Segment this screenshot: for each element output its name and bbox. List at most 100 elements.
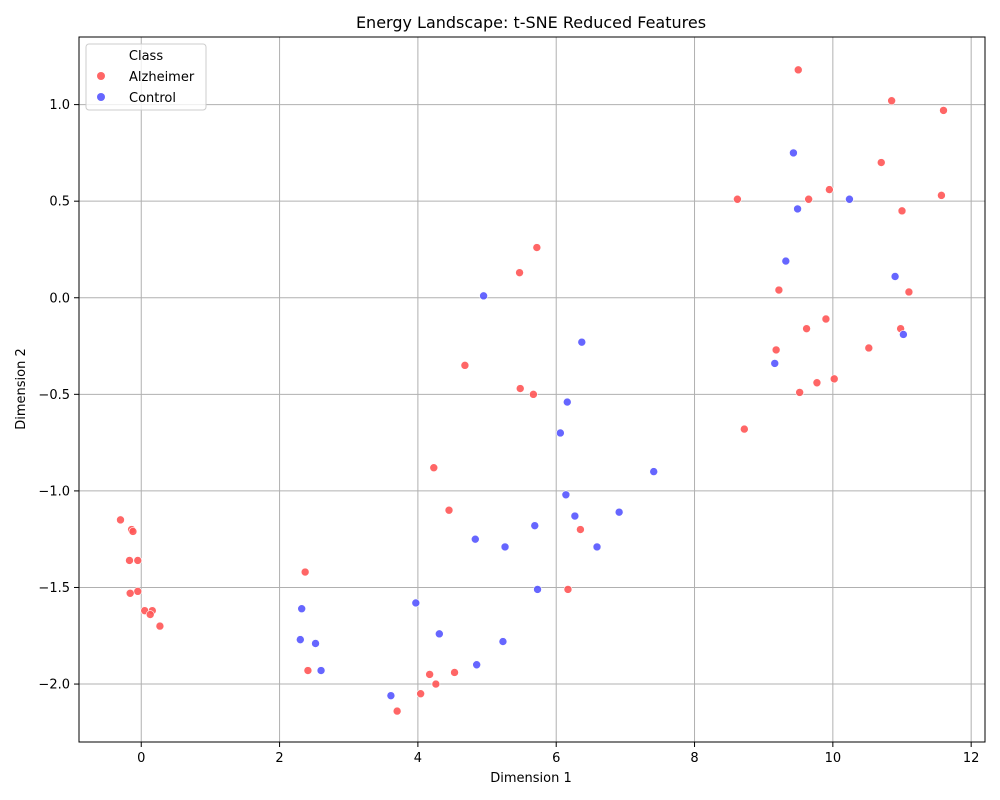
data-point-alzheimer <box>804 194 813 204</box>
data-point-alzheimer <box>563 585 573 594</box>
data-points <box>116 65 948 716</box>
data-point-alzheimer <box>416 689 425 699</box>
data-point-alzheimer <box>529 390 538 399</box>
data-point-control <box>562 397 572 407</box>
data-point-alzheimer <box>128 527 138 536</box>
x-tick-label: 8 <box>690 751 698 766</box>
data-point-control <box>530 521 540 530</box>
data-point-control <box>770 359 780 368</box>
data-point-alzheimer <box>429 463 439 473</box>
legend: Class Alzheimer Control <box>85 43 207 111</box>
data-point-alzheimer <box>300 567 310 577</box>
data-point-control <box>311 639 320 648</box>
data-point-alzheimer <box>450 668 459 677</box>
legend-marker-alzheimer <box>97 72 105 80</box>
data-point-alzheimer <box>133 587 143 596</box>
data-point-alzheimer <box>864 343 874 353</box>
data-point-control <box>649 467 659 476</box>
data-point-control <box>479 291 488 301</box>
x-tick-label: 2 <box>275 751 283 766</box>
x-tick-label: 12 <box>963 751 980 766</box>
x-tick-label: 4 <box>414 751 422 766</box>
data-point-alzheimer <box>133 556 143 565</box>
data-point-alzheimer <box>155 621 165 631</box>
data-point-alzheimer <box>392 706 402 716</box>
plot-frame <box>78 36 986 743</box>
y-axis-label: Dimension 2 <box>14 348 29 430</box>
y-tick-label: 0.5 <box>49 195 70 210</box>
grid <box>79 37 985 742</box>
y-tick-label: −0.5 <box>38 388 70 403</box>
data-point-alzheimer <box>825 185 834 194</box>
y-tick-label: 1.0 <box>49 98 70 113</box>
data-point-alzheimer <box>576 525 585 534</box>
data-point-alzheimer <box>771 345 781 355</box>
data-point-control <box>386 691 396 700</box>
data-point-alzheimer <box>821 314 831 324</box>
data-point-alzheimer <box>740 424 749 434</box>
data-point-alzheimer <box>795 388 804 397</box>
data-point-control <box>890 272 900 281</box>
data-point-control <box>411 598 421 608</box>
data-point-control <box>781 256 791 266</box>
data-point-alzheimer <box>937 191 946 200</box>
data-point-alzheimer <box>793 65 803 75</box>
data-point-control <box>470 534 480 544</box>
data-point-alzheimer <box>425 670 434 679</box>
data-point-alzheimer <box>829 374 839 384</box>
data-point-control <box>297 604 306 614</box>
data-point-alzheimer <box>887 96 896 106</box>
y-tick-label: 0.0 <box>49 291 70 306</box>
axis-ticks: 0 2 4 6 8 10 12 −2.0 −1.5 −1.0 −0.5 0.0 0.5 1.0 <box>38 98 979 766</box>
legend-label-alzheimer: Alzheimer <box>129 70 195 85</box>
data-point-alzheimer <box>515 384 525 393</box>
data-point-control <box>561 490 571 500</box>
y-tick-label: −1.0 <box>38 484 70 499</box>
data-point-control <box>592 542 602 552</box>
data-point-alzheimer <box>904 287 914 297</box>
data-point-alzheimer <box>939 106 948 115</box>
data-point-alzheimer <box>116 515 125 525</box>
data-point-control <box>577 337 587 347</box>
data-point-alzheimer <box>774 285 784 295</box>
data-point-control <box>789 148 798 158</box>
chart-title: Energy Landscape: t-SNE Reduced Features <box>356 13 706 32</box>
data-point-alzheimer <box>532 243 542 252</box>
data-point-alzheimer <box>125 588 135 598</box>
data-point-control <box>316 666 326 675</box>
data-point-alzheimer <box>876 158 886 167</box>
data-point-alzheimer <box>897 206 907 216</box>
data-point-control <box>500 542 510 552</box>
legend-label-control: Control <box>129 91 176 106</box>
legend-title: Class <box>129 49 163 64</box>
data-point-control <box>556 428 565 438</box>
data-point-control <box>296 635 305 644</box>
data-point-alzheimer <box>125 556 134 565</box>
data-point-alzheimer <box>431 679 441 689</box>
data-point-control <box>498 637 508 646</box>
y-tick-label: −1.5 <box>38 581 70 596</box>
data-point-control <box>614 507 624 517</box>
data-point-alzheimer <box>145 610 155 619</box>
data-point-control <box>793 204 802 214</box>
data-point-alzheimer <box>460 361 470 370</box>
legend-marker-control <box>97 93 105 101</box>
data-point-alzheimer <box>303 666 313 675</box>
x-tick-label: 6 <box>552 751 560 766</box>
data-point-control <box>533 585 542 594</box>
data-point-alzheimer <box>802 324 811 333</box>
data-point-control <box>570 511 580 521</box>
data-point-alzheimer <box>812 378 822 388</box>
data-point-control <box>845 194 854 204</box>
data-point-alzheimer <box>444 505 454 515</box>
data-point-control <box>472 660 481 670</box>
data-point-alzheimer <box>733 194 742 204</box>
x-tick-label: 0 <box>137 751 145 766</box>
y-tick-label: −2.0 <box>38 678 70 693</box>
x-axis-label: Dimension 1 <box>490 771 572 786</box>
data-point-control <box>435 629 444 639</box>
data-point-alzheimer <box>515 268 524 277</box>
legend-box <box>85 43 207 111</box>
